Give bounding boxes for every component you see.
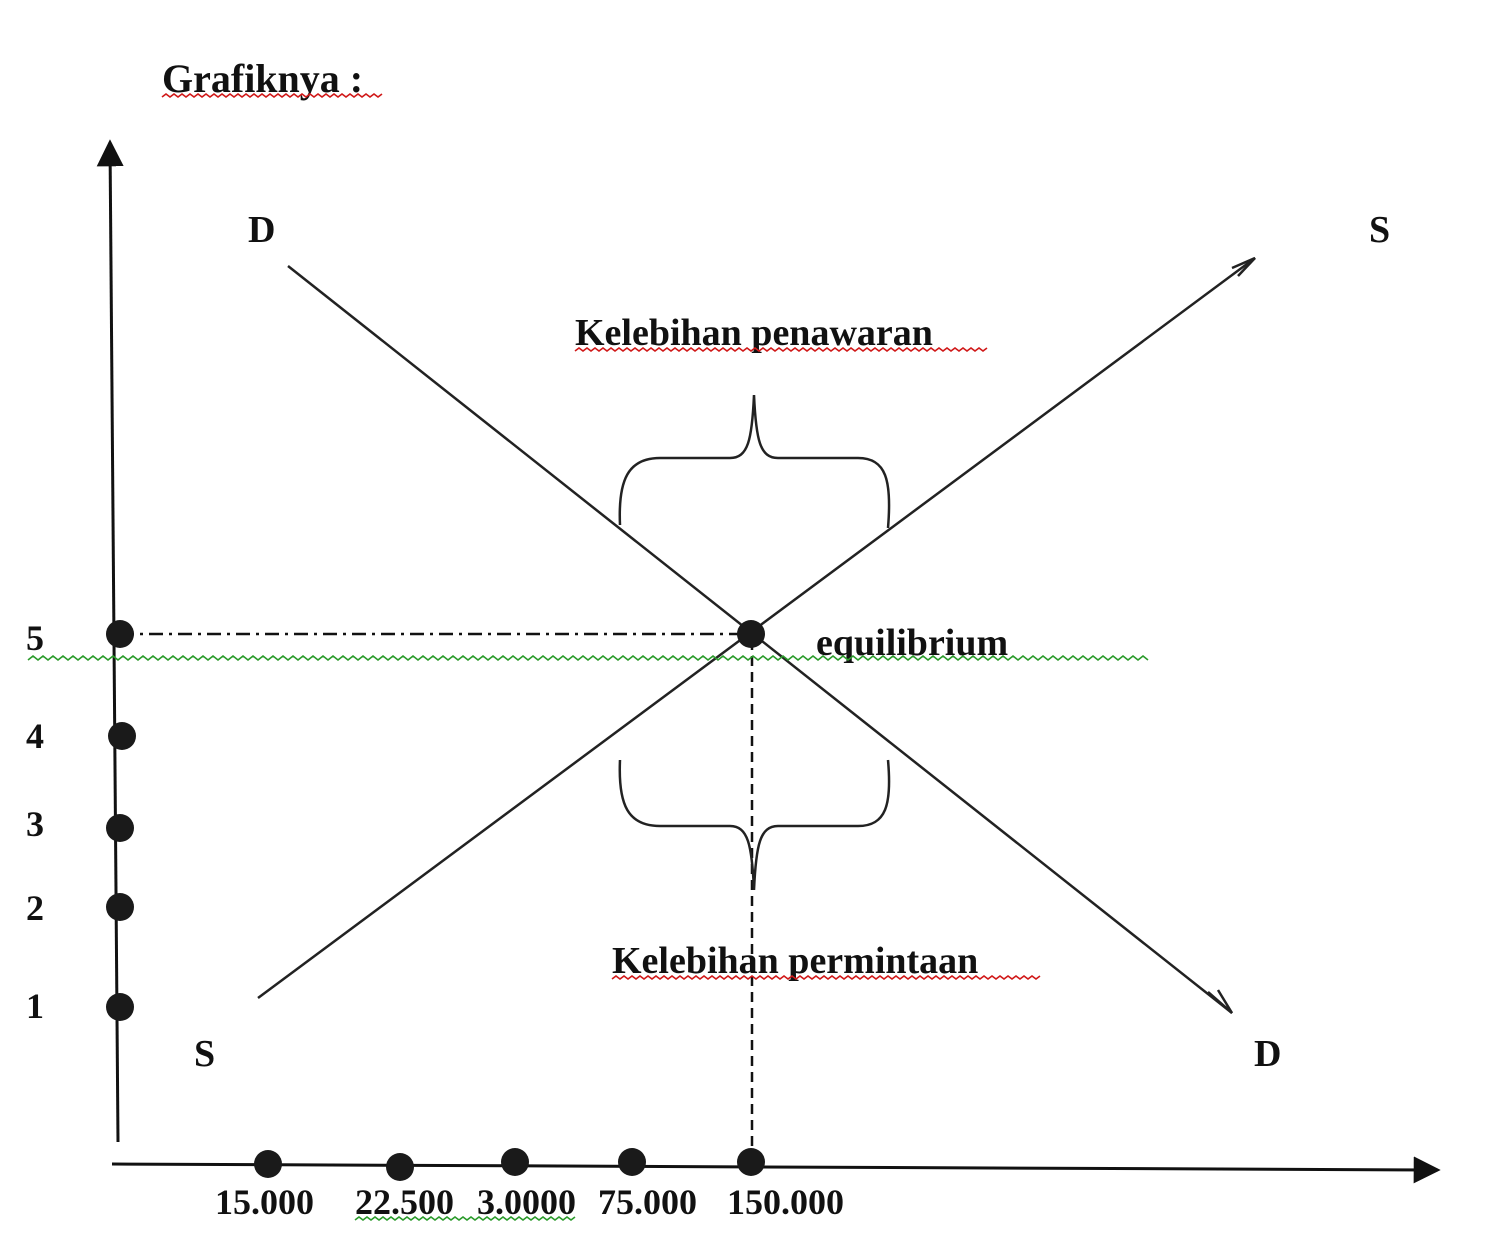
equilibrium-point <box>737 620 765 648</box>
shortage-brace <box>618 759 891 891</box>
supply-bottom-label: S <box>194 1033 215 1075</box>
shortage-label-underline <box>611 975 1041 980</box>
x-tick-dot <box>618 1148 646 1176</box>
y-tick-label: 1 <box>26 986 44 1026</box>
x-tick-dot <box>254 1150 282 1178</box>
y-tick-dot <box>106 620 134 648</box>
y-tick-dot <box>108 722 136 750</box>
y-tick-dot <box>106 893 134 921</box>
y-tick-label: 4 <box>26 716 44 756</box>
surplus-label: Kelebihan penawaran <box>575 312 933 354</box>
surplus-label-underline <box>574 347 988 352</box>
x-tick-dot <box>386 1153 414 1181</box>
title-underline <box>161 93 383 98</box>
equilibrium-row-underline <box>27 654 1149 662</box>
demand-arrow-icon <box>1207 989 1234 1014</box>
demand-top-label: D <box>248 209 275 251</box>
x-tick-label: 75.000 <box>598 1182 697 1222</box>
x-tick-label: 15.000 <box>215 1182 314 1222</box>
y-tick-dot <box>106 814 134 842</box>
surplus-brace <box>618 394 891 529</box>
x-tick-labels-underline <box>354 1216 576 1221</box>
y-tick-dot <box>106 993 134 1021</box>
supply-arrow-icon <box>1231 256 1256 277</box>
x-tick-label: 22.500 <box>355 1182 454 1222</box>
y-tick-label: 2 <box>26 888 44 928</box>
x-tick-dot <box>501 1148 529 1176</box>
x-tick-label: 150.000 <box>727 1182 844 1222</box>
x-tick-label: 3.0000 <box>477 1182 576 1222</box>
supply-top-label: S <box>1369 209 1390 251</box>
y-tick-label: 5 <box>26 618 44 658</box>
x-axis <box>111 1156 1441 1184</box>
shortage-label: Kelebihan permintaan <box>612 940 978 982</box>
demand-bottom-label: D <box>1254 1033 1281 1075</box>
y-tick-label: 3 <box>26 804 44 844</box>
x-tick-dot <box>737 1148 765 1176</box>
